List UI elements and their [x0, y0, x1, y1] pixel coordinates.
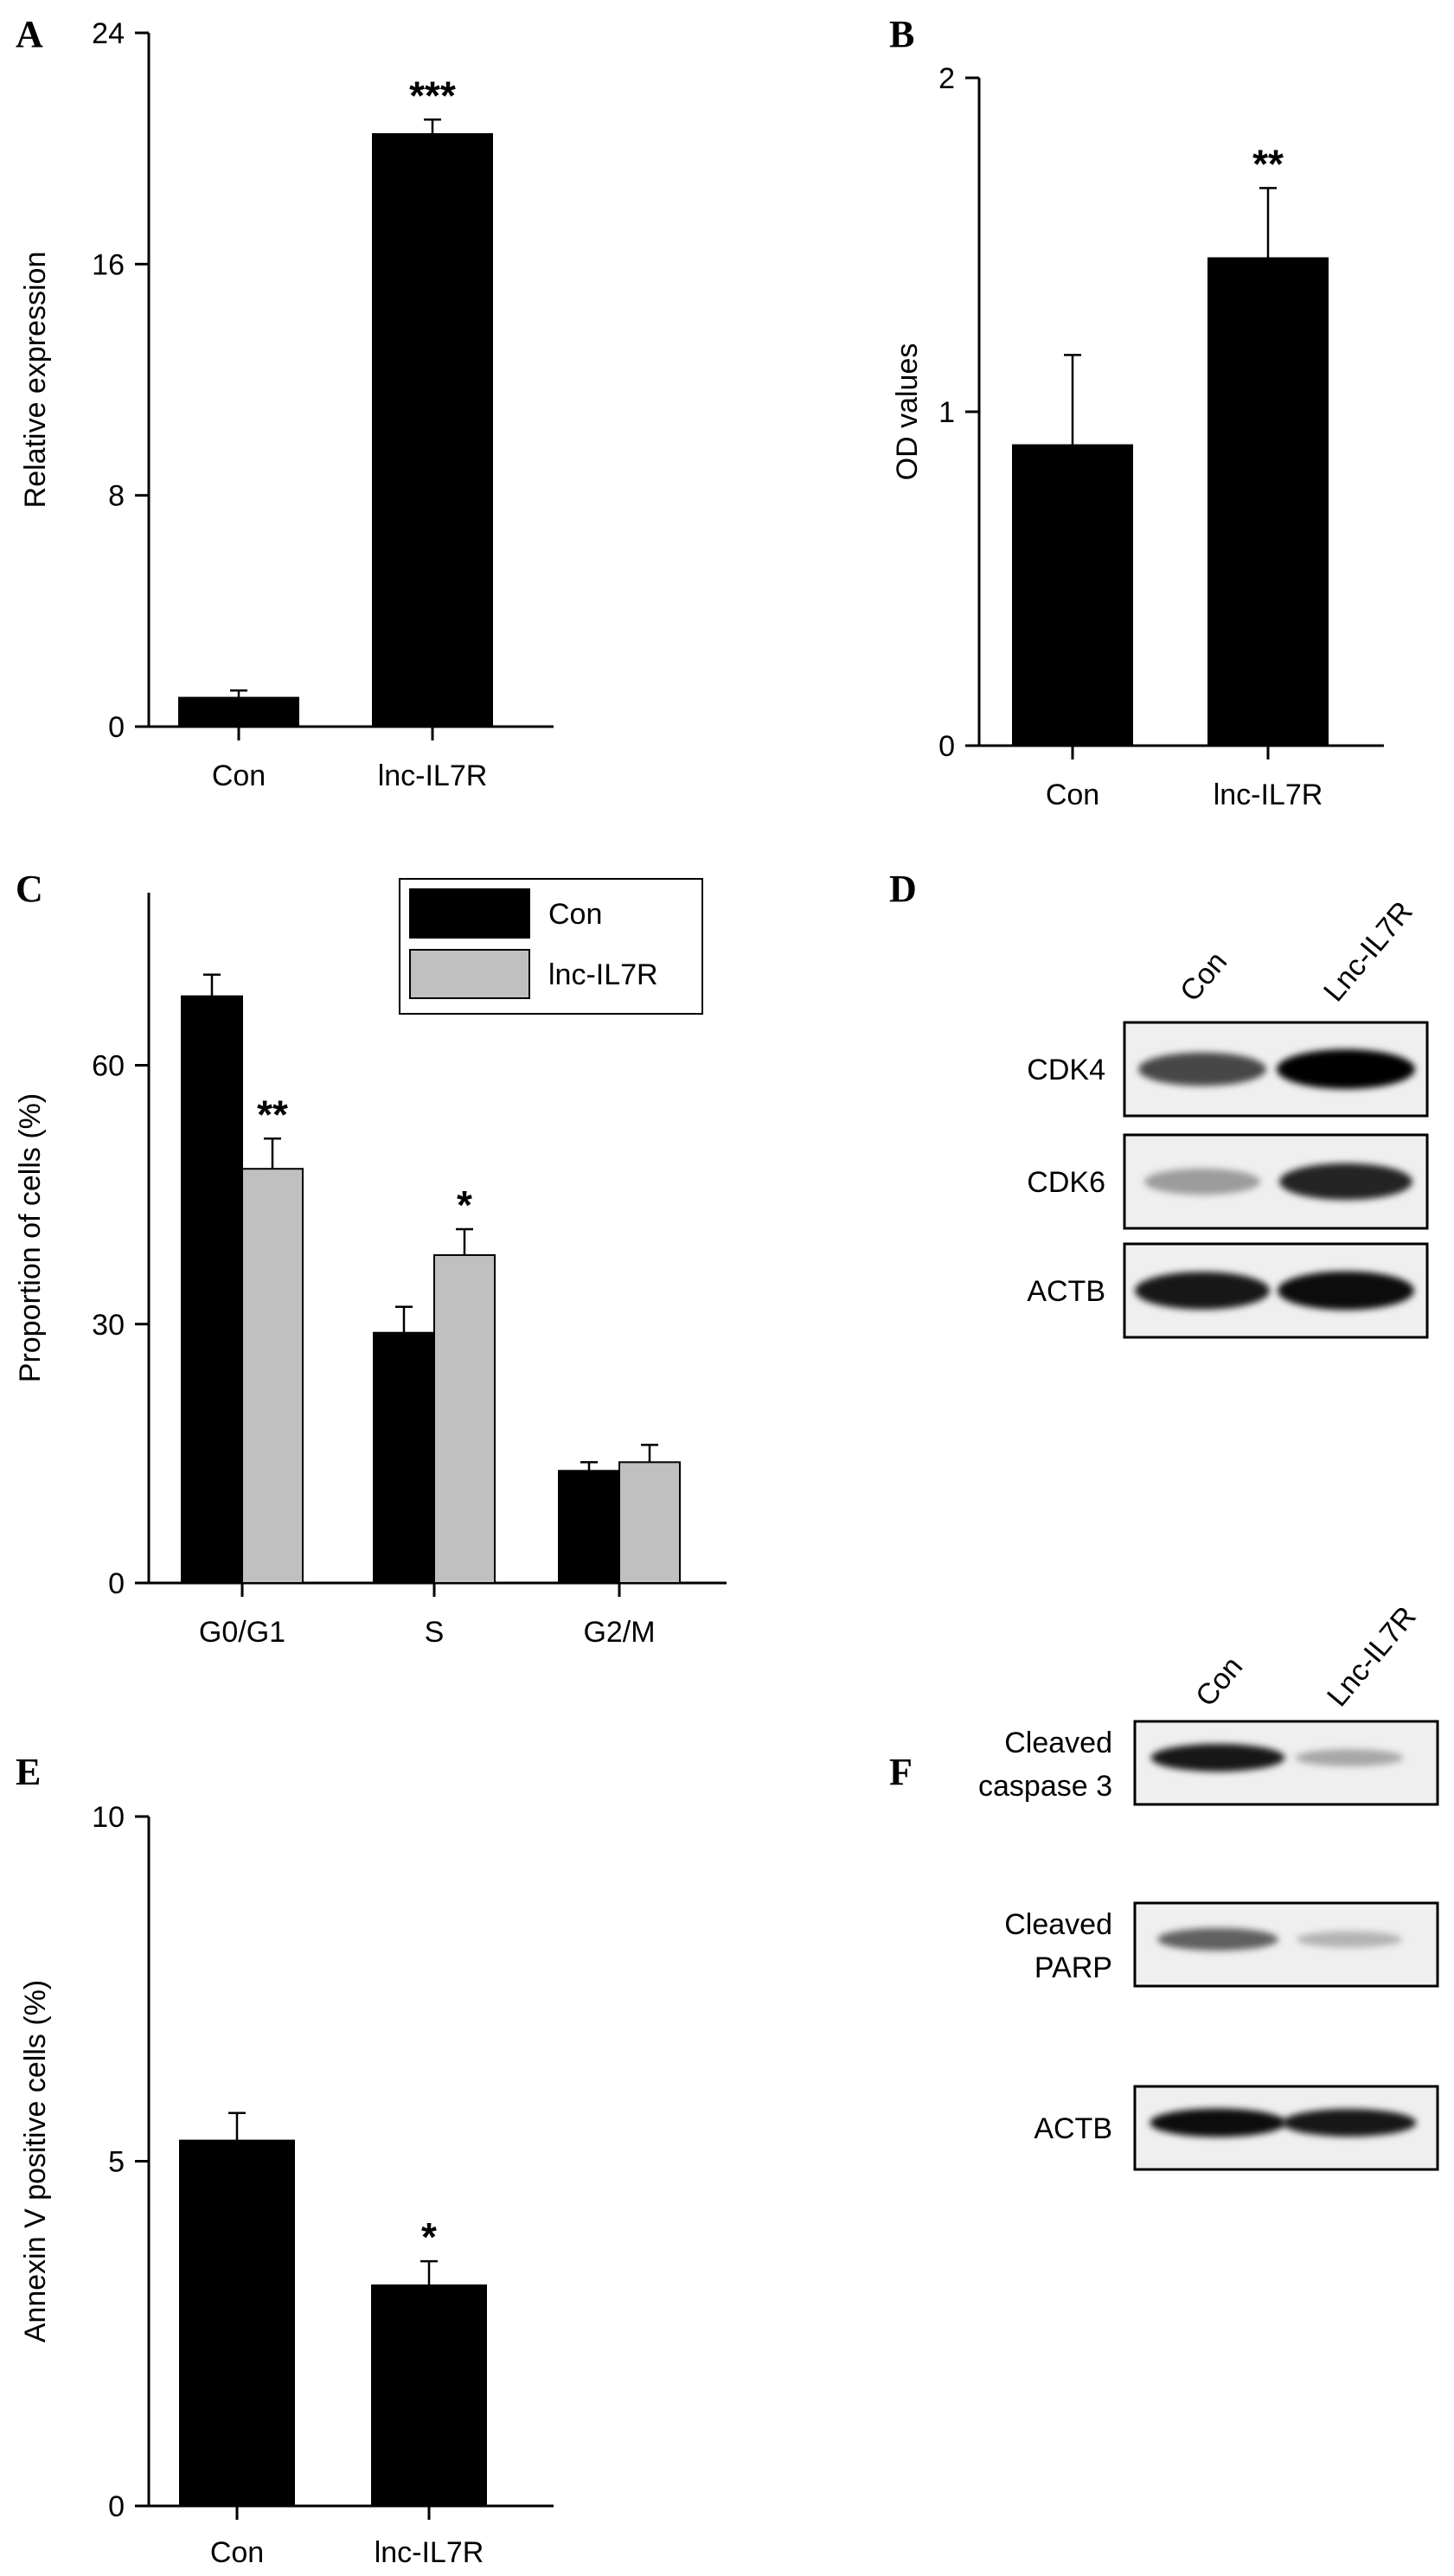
chart-a-y-tick-label: 16	[92, 248, 125, 281]
chart-e-y-tick-label: 5	[108, 2146, 125, 2179]
blot-f-lane-label-1: Lnc-IL7R	[1321, 1600, 1423, 1713]
blot-f-row-label-2: ACTB	[1034, 2112, 1112, 2145]
blot-f-row-label-1-line2: PARP	[1034, 1951, 1112, 1984]
blot-d-row-label-2: ACTB	[1027, 1275, 1105, 1308]
chart-c-bar-s0-c0	[181, 995, 243, 1584]
blot-f-row-label-0-line2: caspase 3	[978, 1770, 1112, 1803]
chart-a: 0 8 16 24 Relative expression Con *** lnc-IL7R	[19, 17, 554, 792]
western-blot-f: Con Lnc-IL7R Cleaved caspase 3 Cleaved PARP AC…	[978, 1600, 1439, 2171]
blot-d-row-label-1: CDK6	[1027, 1166, 1105, 1199]
panel-letter-f: F	[889, 1751, 913, 1793]
blot-f-band-r0-l1	[1295, 1749, 1404, 1766]
chart-e-significance-1: *	[421, 2214, 437, 2259]
panel-letter-d: D	[889, 868, 917, 910]
chart-a-category-label-1: lnc-IL7R	[378, 759, 488, 792]
blot-f-band-r1-l0	[1157, 1928, 1278, 1951]
chart-e-y-tick-label: 10	[92, 1801, 125, 1834]
chart-c-bar-s1-c2	[618, 1461, 681, 1584]
chart-c-legend-label-0: Con	[548, 898, 602, 931]
chart-a-y-tick-label: 24	[92, 17, 125, 50]
chart-c-category-label-0: G0/G1	[199, 1616, 285, 1649]
chart-c-category-label-1: S	[425, 1616, 445, 1649]
chart-e-bar-0	[179, 2139, 295, 2508]
chart-b-y-tick-label: 0	[938, 730, 955, 763]
chart-a-significance-1: ***	[409, 73, 456, 118]
chart-c-significance-s1-c0: **	[257, 1092, 288, 1137]
chart-c: 0 30 60 Proportion of cells (%) ** G0/G1 * S G2/…	[14, 878, 727, 1649]
chart-c-legend-label-1: lnc-IL7R	[548, 958, 658, 991]
western-blot-d: Con Lnc-IL7R CDK4 CDK6 ACTB	[1027, 895, 1429, 1339]
chart-b-bar-0	[1012, 444, 1133, 747]
chart-a-y-tick-label: 0	[108, 711, 125, 744]
chart-c-significance-s1-c1: *	[457, 1182, 472, 1227]
chart-e: 0 5 10 Annexin V positive cells (%) Con * lnc-…	[19, 1801, 554, 2569]
blot-f-band-r2-l1	[1282, 2109, 1417, 2137]
panel-letter-a: A	[16, 13, 43, 55]
chart-a-category-label-0: Con	[212, 759, 266, 792]
chart-a-y-axis-title: Relative expression	[19, 252, 52, 509]
chart-c-bar-s0-c2	[558, 1470, 620, 1584]
chart-b-bar-1	[1207, 257, 1329, 747]
blot-f-lane-label-0: Con	[1189, 1650, 1249, 1713]
chart-c-legend-swatch-0	[409, 888, 530, 939]
chart-c-legend-swatch-1	[409, 949, 530, 999]
chart-c-legend: Con lnc-IL7R	[399, 878, 703, 1015]
blot-d-row-label-0: CDK4	[1027, 1054, 1105, 1086]
chart-c-bar-s0-c1	[373, 1331, 435, 1584]
chart-c-y-tick-label: 0	[108, 1567, 125, 1600]
chart-b-category-label-0: Con	[1046, 779, 1099, 811]
chart-e-category-label-1: lnc-IL7R	[375, 2536, 484, 2569]
blot-d-band-r1-l1	[1279, 1163, 1412, 1201]
chart-c-bar-s1-c0	[241, 1168, 304, 1584]
blot-f-row-label-0-line1: Cleaved	[1004, 1727, 1112, 1759]
chart-b-significance-1: **	[1252, 141, 1284, 186]
chart-c-category-label-2: G2/M	[583, 1616, 655, 1649]
chart-b: 0 1 2 OD values Con ** lnc-IL7R	[891, 62, 1384, 811]
chart-c-y-tick-label: 60	[92, 1050, 125, 1083]
chart-e-bar-1	[371, 2284, 487, 2507]
panel-letter-e: E	[16, 1751, 41, 1793]
blot-f-band-r0-l0	[1150, 1744, 1285, 1772]
chart-b-category-label-1: lnc-IL7R	[1214, 779, 1323, 811]
chart-a-bar-0	[178, 696, 299, 727]
blot-d-band-r2-l1	[1278, 1271, 1414, 1310]
blot-d-band-r2-l0	[1135, 1272, 1270, 1310]
chart-b-y-tick-label: 2	[938, 62, 955, 95]
chart-e-category-label-0: Con	[210, 2536, 264, 2569]
blot-f-band-r1-l1	[1296, 1931, 1403, 1948]
chart-b-y-axis-title: OD values	[891, 343, 924, 481]
blot-d-lane-label-1: Lnc-IL7R	[1317, 895, 1419, 1008]
blot-f-band-r2-l0	[1150, 2108, 1286, 2137]
chart-c-y-axis-title: Proportion of cells (%)	[14, 1093, 47, 1382]
chart-a-y-tick-label: 8	[108, 480, 125, 513]
chart-b-y-tick-label: 1	[938, 396, 955, 429]
blot-d-band-r1-l0	[1144, 1168, 1260, 1195]
chart-e-y-tick-label: 0	[108, 2490, 125, 2523]
blot-d-lane-label-0: Con	[1174, 945, 1233, 1008]
blot-d-band-r0-l0	[1138, 1052, 1266, 1086]
panel-letter-c: C	[16, 868, 43, 910]
blot-d-band-r0-l1	[1277, 1049, 1415, 1089]
chart-c-bar-s1-c1	[433, 1253, 496, 1584]
blot-f-row-label-1-line1: Cleaved	[1004, 1908, 1112, 1941]
chart-e-y-axis-title: Annexin V positive cells (%)	[19, 1980, 52, 2343]
chart-a-bar-1	[372, 132, 493, 728]
chart-c-y-tick-label: 30	[92, 1309, 125, 1342]
panel-letter-b: B	[889, 13, 914, 55]
